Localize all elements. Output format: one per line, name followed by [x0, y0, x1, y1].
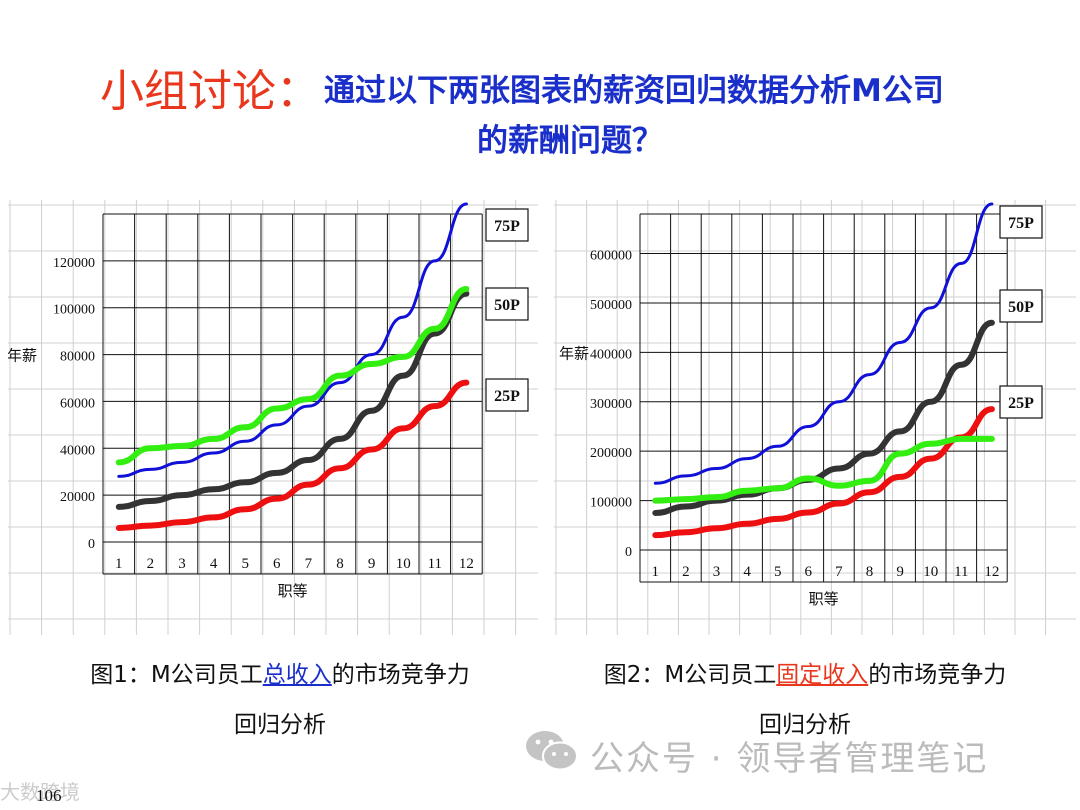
y-tick-label: 20000 — [60, 490, 95, 505]
x-axis-title: 职等 — [278, 582, 308, 600]
x-tick-label: 12 — [984, 564, 999, 580]
x-tick-label: 6 — [805, 564, 813, 580]
caption1-suffix: 的市场竞争力 — [331, 662, 470, 688]
series-label-box — [485, 287, 529, 321]
series-label-box — [485, 378, 529, 412]
caption1-prefix: 图1：M公司员工 — [90, 662, 263, 688]
y-tick-label: 0 — [88, 537, 95, 552]
x-tick-label: 8 — [866, 564, 874, 580]
watermark: 公众号 · 领导者管理笔记 — [520, 725, 1040, 779]
x-tick-label: 7 — [305, 556, 313, 572]
y-tick-label: 100000 — [590, 496, 632, 511]
x-tick-label: 11 — [428, 556, 442, 572]
series-25p-line — [115, 379, 470, 531]
series-company-line — [652, 435, 995, 504]
title-prefix: 小组讨论： — [100, 66, 320, 117]
y-tick-label: 60000 — [60, 396, 95, 411]
x-tick-label: 9 — [896, 564, 904, 580]
x-tick-label: 5 — [774, 564, 782, 580]
title-line1: 通过以下两张图表的薪资回归数据分析M公司 — [324, 72, 944, 109]
series-label-25p: 25P — [494, 388, 520, 405]
wechat-icon — [526, 731, 578, 771]
gridlines — [8, 200, 538, 635]
x-tick-label: 4 — [743, 564, 751, 580]
series-label-50p: 50P — [494, 297, 520, 314]
y-tick-label: 200000 — [590, 446, 632, 461]
x-axis-title: 职等 — [809, 590, 839, 608]
series-label-50p: 50P — [1008, 299, 1034, 316]
y-tick-label: 40000 — [60, 443, 95, 458]
series-label-75p: 75P — [1008, 215, 1034, 232]
x-tick-label: 2 — [682, 564, 690, 580]
y-tick-label: 500000 — [590, 298, 632, 313]
caption2-line2: 回归分析 — [759, 712, 851, 738]
series-25p-line — [652, 406, 995, 539]
x-tick-label: 9 — [368, 556, 376, 572]
series-label-box — [999, 205, 1043, 239]
caption1-line2: 回归分析 — [234, 712, 326, 738]
x-tick-label: 7 — [835, 564, 843, 580]
series-company-line — [115, 285, 470, 466]
y-axis-title: 年薪 — [8, 348, 37, 365]
title-line2: 的薪酬问题？ — [477, 123, 663, 159]
watermark-text: 公众号 · 领导者管理笔记 — [590, 739, 989, 779]
y-tick-label: 120000 — [53, 256, 95, 271]
caption1-highlight: 总收入 — [262, 662, 332, 688]
series-75p-line — [653, 202, 994, 485]
series-label-box — [485, 208, 529, 242]
x-tick-label: 11 — [954, 564, 968, 580]
y-tick-label: 400000 — [590, 347, 632, 362]
gridlines — [554, 200, 1076, 635]
x-tick-label: 4 — [210, 556, 218, 572]
x-tick-label: 12 — [459, 556, 474, 572]
x-tick-label: 6 — [273, 556, 281, 572]
series-50p-line — [115, 290, 470, 510]
y-axis-title: 年薪 — [559, 345, 589, 362]
series-label-box — [999, 289, 1043, 323]
caption-chart1: 图1：M公司员工总收入的市场竞争力 回归分析 — [20, 650, 540, 750]
x-tick-label: 8 — [336, 556, 344, 572]
caption2-highlight: 固定收入 — [776, 662, 869, 688]
series-50p-line — [652, 319, 995, 516]
y-tick-label: 100000 — [53, 303, 95, 318]
caption2-prefix: 图2：M公司员工 — [603, 662, 777, 688]
x-tick-label: 10 — [396, 556, 411, 572]
y-tick-label: 0 — [625, 545, 632, 560]
series-label-75p: 75P — [494, 218, 520, 235]
x-tick-label: 5 — [241, 556, 249, 572]
x-tick-label: 1 — [652, 564, 660, 580]
series-75p-line — [117, 202, 468, 478]
caption2-suffix: 的市场竞争力 — [868, 662, 1007, 688]
series-label-box — [999, 385, 1043, 419]
y-tick-label: 600000 — [590, 249, 632, 264]
x-tick-label: 1 — [115, 556, 123, 572]
series-label-25p: 25P — [1008, 395, 1034, 412]
corner-watermark: 大数跨境 — [0, 780, 80, 804]
y-tick-label: 300000 — [590, 397, 632, 412]
x-tick-label: 3 — [178, 556, 186, 572]
x-tick-label: 10 — [923, 564, 938, 580]
y-tick-label: 80000 — [60, 350, 95, 365]
x-tick-label: 3 — [713, 564, 721, 580]
page-number: 106 — [36, 786, 62, 805]
caption-chart2: 图2：M公司员工固定收入的市场竞争力 回归分析 — [545, 650, 1065, 750]
x-tick-label: 2 — [147, 556, 155, 572]
